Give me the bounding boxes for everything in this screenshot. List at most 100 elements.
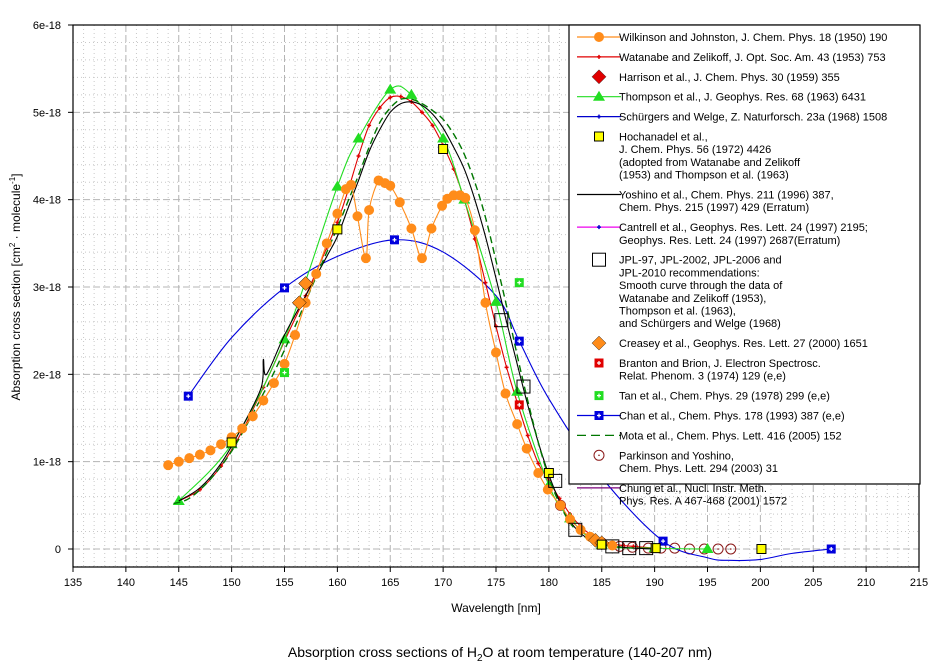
marker-diamond	[591, 335, 607, 351]
legend-item: Branton and Brion, J. Electron Spectrosc…	[594, 358, 821, 383]
marker-triangle	[384, 83, 397, 94]
data-point	[346, 179, 357, 190]
data-point	[512, 419, 523, 430]
marker-circle	[437, 200, 448, 211]
data-point	[389, 235, 399, 245]
data-point	[311, 268, 322, 279]
data-point	[419, 110, 424, 115]
x-tick-label: 185	[593, 577, 611, 589]
y-axis-title-sup2: -1	[8, 176, 17, 184]
marker-square	[438, 144, 449, 155]
legend-marker	[591, 335, 607, 351]
legend-label: Relat. Phenom. 3 (1974) 129 (e,e)	[619, 371, 786, 383]
marker-circle	[426, 223, 437, 234]
data-point	[173, 456, 184, 467]
series-line	[187, 239, 832, 562]
data-point	[406, 223, 417, 234]
data-point	[437, 200, 448, 211]
marker-triangle	[405, 88, 418, 99]
data-point	[321, 238, 332, 249]
x-tick-label: 180	[540, 577, 558, 589]
data-point	[658, 536, 668, 546]
marker-circle	[394, 197, 405, 208]
data-point	[483, 280, 488, 285]
legend-label: Hochanadel et al.,	[619, 132, 708, 144]
legend-item: Thompson et al., J. Geophys. Res. 68 (19…	[577, 90, 866, 104]
marker-circle	[533, 468, 544, 479]
legend-label: Watanabe and Zelikoff, J. Opt. Soc. Am. …	[619, 52, 886, 64]
marker-diamond	[591, 69, 607, 85]
data-point	[385, 180, 396, 191]
marker-square-open	[592, 252, 606, 267]
data-point	[490, 295, 502, 306]
marker-triangle	[331, 180, 344, 191]
data-point	[377, 105, 382, 110]
y-tick-label: 0	[55, 544, 61, 556]
data-point	[364, 205, 375, 216]
y-tick-label: 4e-18	[33, 195, 61, 207]
y-tick-label: 2e-18	[33, 369, 61, 381]
legend-label: Creasey et al., Geophys. Res. Lett. 27 (…	[619, 338, 868, 350]
data-point	[280, 368, 289, 378]
marker-circle	[565, 514, 576, 525]
marker-circle	[311, 268, 322, 279]
legend-item: Hochanadel et al.,J. Chem. Phys. 56 (197…	[594, 131, 801, 182]
x-tick-label: 140	[117, 577, 135, 589]
data-point	[437, 132, 450, 143]
legend-label: and Schürgers and Welge (1968)	[619, 318, 781, 330]
legend-marker	[592, 252, 606, 267]
marker-square-open	[605, 539, 620, 554]
x-axis-title: Wavelength [nm]	[451, 601, 541, 615]
marker-circle	[360, 253, 371, 264]
y-tick-label: 1e-18	[33, 457, 61, 469]
marker-circle	[594, 32, 604, 42]
y-axis-title: Absorption cross section [cm2 · molecule…	[8, 173, 23, 400]
data-point	[426, 223, 437, 234]
legend-item: Creasey et al., Geophys. Res. Lett. 27 (…	[591, 335, 868, 351]
data-point	[826, 544, 836, 554]
marker-circle	[205, 445, 216, 456]
x-tick-label: 200	[751, 577, 769, 589]
data-point	[279, 358, 290, 369]
marker-circle	[512, 419, 523, 430]
data-point	[533, 468, 544, 479]
legend-marker	[593, 90, 605, 101]
legend-item: Wilkinson and Johnston, J. Chem. Phys. 1…	[577, 32, 887, 44]
legend-marker	[594, 411, 604, 420]
legend-label: Geophys. Res. Lett. 24 (1997) 2687(Errat…	[619, 235, 840, 247]
legend-label: Cantrell et al., Geophys. Res. Lett. 24 …	[619, 222, 868, 234]
marker-circle-open	[712, 543, 724, 555]
data-point	[352, 132, 365, 143]
legend-label: Chem. Phys. Lett. 294 (2003) 31	[619, 463, 778, 475]
data-point	[332, 208, 343, 219]
data-point	[335, 220, 340, 225]
data-point	[398, 94, 403, 99]
marker-triangle	[701, 543, 714, 553]
data-point	[469, 225, 480, 236]
marker-circle	[460, 192, 471, 203]
data-point	[184, 453, 195, 464]
data-point	[491, 347, 501, 358]
legend: Wilkinson and Johnston, J. Chem. Phys. 1…	[568, 24, 921, 508]
data-point	[438, 144, 449, 155]
y-axis-title-suffix: ]	[9, 173, 23, 176]
legend-label: Parkinson and Yoshino,	[619, 450, 734, 462]
x-tick-label: 135	[64, 577, 82, 589]
legend-label: Chan et al., Chem. Phys. 178 (1993) 387 …	[619, 411, 845, 423]
y-axis-title-middle: · molecule	[9, 184, 23, 243]
data-point	[516, 379, 531, 394]
marker-circle	[521, 443, 532, 454]
data-point	[226, 437, 237, 448]
marker-circle	[268, 378, 279, 389]
data-point	[650, 543, 661, 554]
data-point	[536, 461, 541, 466]
data-point	[298, 276, 313, 291]
marker-circle	[216, 439, 227, 450]
marker-triangle	[437, 132, 450, 143]
marker-circle	[279, 358, 290, 369]
marker-circle	[416, 253, 427, 264]
legend-label: (1953) and Thompson et al. (1963)	[619, 170, 789, 182]
marker-circle	[555, 500, 566, 511]
marker-square	[756, 544, 767, 554]
